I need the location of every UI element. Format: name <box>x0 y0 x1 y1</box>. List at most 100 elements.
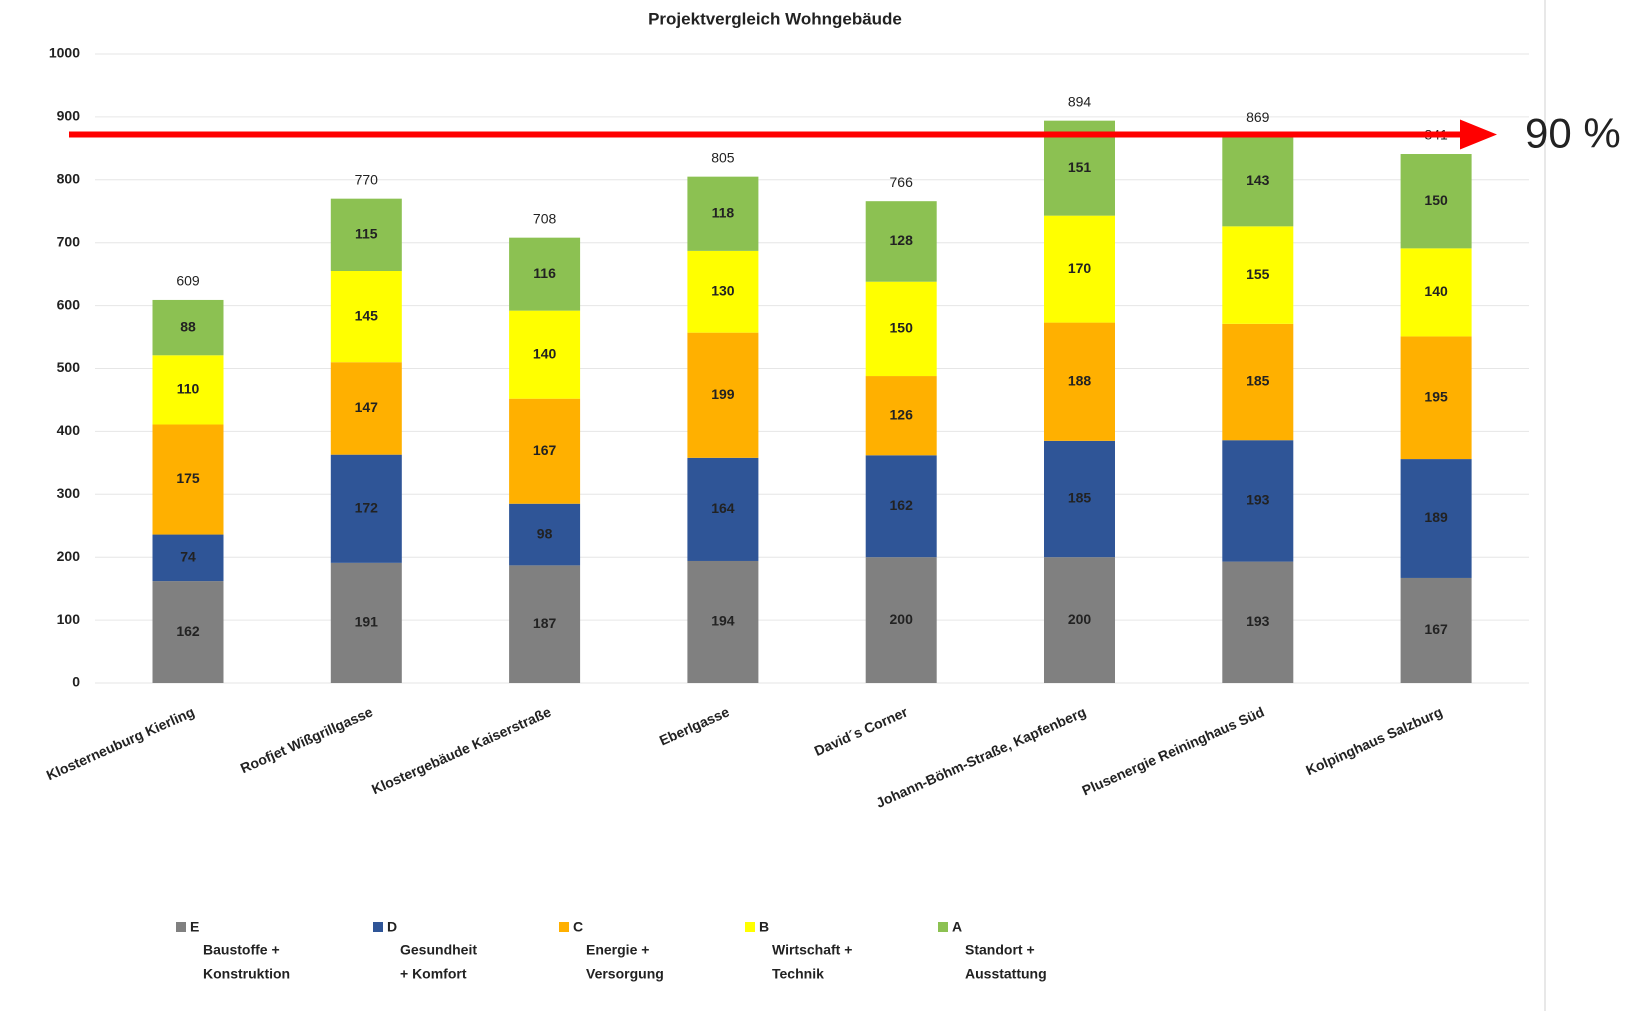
total-label: 609 <box>176 273 200 289</box>
arrow-head <box>1460 119 1497 150</box>
legend-swatch <box>176 922 186 932</box>
bar-segment <box>330 271 402 363</box>
x-tick-label: Plusenergie Reininghaus Süd <box>1080 704 1267 799</box>
y-tick-label: 300 <box>57 485 81 501</box>
bar-segment <box>152 424 224 535</box>
value-label: 98 <box>537 525 553 541</box>
total-label: 770 <box>355 171 379 187</box>
bar-segment <box>1400 459 1472 578</box>
bar-segment <box>865 376 937 456</box>
y-tick-label: 600 <box>57 296 81 312</box>
value-label: 200 <box>890 611 914 627</box>
total-label: 766 <box>890 174 914 190</box>
bar-segment <box>330 454 402 563</box>
bar-segment <box>1222 226 1294 324</box>
bar-segment <box>1400 336 1472 460</box>
value-label: 170 <box>1068 260 1092 276</box>
y-tick-label: 800 <box>57 171 81 187</box>
value-label: 193 <box>1246 613 1270 629</box>
bar-segment <box>687 457 759 561</box>
bar-segment <box>1044 215 1115 323</box>
value-label: 151 <box>1068 159 1092 175</box>
x-tick-label: Klosterneuburg Kierling <box>44 704 197 784</box>
bar-segment <box>509 237 581 311</box>
value-label: 195 <box>1424 388 1448 404</box>
bar-segment <box>509 398 581 504</box>
value-label: 118 <box>712 204 735 220</box>
value-label: 115 <box>355 226 378 242</box>
value-label: 145 <box>355 307 379 323</box>
legend-label: + Komfort <box>400 966 467 982</box>
bar-segment <box>687 332 759 458</box>
legend-swatch <box>559 922 569 932</box>
legend-label: C <box>573 919 583 935</box>
legend-label: A <box>952 919 962 935</box>
value-label: 200 <box>1068 611 1092 627</box>
bar-segment <box>865 281 937 377</box>
bar-segment <box>865 455 937 558</box>
total-label: 708 <box>533 210 557 226</box>
value-label: 199 <box>711 386 735 402</box>
total-label: 869 <box>1246 109 1270 125</box>
bar-segment <box>1044 440 1115 558</box>
bar-segment <box>865 557 937 683</box>
legend-label: B <box>759 919 769 935</box>
bar-segment <box>687 250 759 333</box>
value-label: 194 <box>711 613 735 629</box>
value-label: 143 <box>1246 172 1270 188</box>
bar-segment <box>1400 577 1472 683</box>
bar-segment <box>1222 561 1294 683</box>
value-label: 150 <box>1424 192 1448 208</box>
value-label: 140 <box>1424 283 1448 299</box>
bar-segment <box>509 503 581 566</box>
value-label: 191 <box>355 614 379 630</box>
value-label: 150 <box>890 320 914 336</box>
value-label: 110 <box>177 381 200 397</box>
bar-segment <box>1400 248 1472 337</box>
value-label: 193 <box>1246 492 1270 508</box>
bar-segment <box>1222 136 1294 227</box>
legend-label: D <box>387 919 397 935</box>
value-label: 140 <box>533 345 557 361</box>
bar-segment <box>1222 323 1294 441</box>
y-tick-label: 700 <box>57 233 81 249</box>
legend-label: Ausstattung <box>965 966 1047 982</box>
value-label: 175 <box>176 470 200 486</box>
legend-label: Standort + <box>965 942 1035 958</box>
value-label: 128 <box>890 232 914 248</box>
value-label: 126 <box>890 406 914 422</box>
value-label: 164 <box>711 500 735 516</box>
x-tick-label: Eberlgasse <box>657 703 732 748</box>
value-label: 116 <box>533 265 556 281</box>
value-label: 185 <box>1246 373 1270 389</box>
value-label: 188 <box>1068 372 1092 388</box>
value-label: 172 <box>355 499 379 515</box>
bar-segment <box>865 201 937 282</box>
value-label: 74 <box>180 549 196 565</box>
value-label: 130 <box>711 282 735 298</box>
value-label: 185 <box>1068 490 1092 506</box>
y-tick-label: 900 <box>57 108 81 124</box>
bar-segment <box>509 565 581 683</box>
legend-label: Technik <box>772 966 824 982</box>
bar-segment <box>330 198 402 272</box>
legend-label: Konstruktion <box>203 966 290 982</box>
bar-segment <box>1400 154 1472 249</box>
bar-segment <box>1044 557 1115 683</box>
legend-label: Energie + <box>586 942 649 958</box>
x-tick-label: Kolpinghaus Salzburg <box>1303 704 1445 779</box>
value-label: 167 <box>533 442 557 458</box>
bar-segment <box>1222 440 1294 562</box>
value-label: 187 <box>533 615 557 631</box>
legend-label: Baustoffe + <box>203 942 280 958</box>
total-label: 805 <box>711 149 735 165</box>
value-label: 189 <box>1424 509 1448 525</box>
x-tick-label: Roofjet Wißgrillgasse <box>238 703 375 776</box>
value-label: 162 <box>890 497 914 513</box>
y-tick-label: 200 <box>57 548 81 564</box>
legend-swatch <box>938 922 948 932</box>
y-tick-label: 0 <box>72 674 80 690</box>
bar-segment <box>687 560 759 683</box>
value-label: 162 <box>176 623 200 639</box>
